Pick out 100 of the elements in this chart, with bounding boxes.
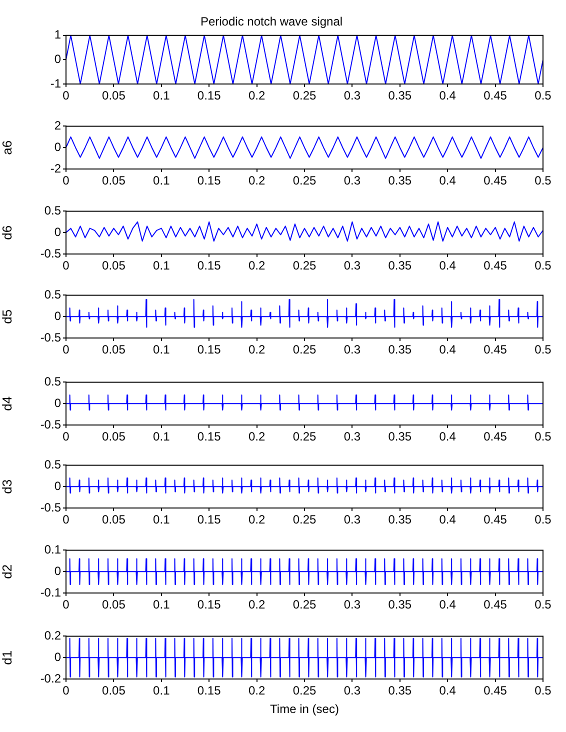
x-tick-label: 0.45: [484, 512, 508, 527]
x-tick-label: 0.05: [102, 174, 126, 188]
x-tick-label: 0.15: [197, 598, 222, 612]
x-tick-label: 0.15: [197, 88, 222, 103]
y-tick-label: -0.5: [40, 330, 62, 344]
y-tick-label: 2: [54, 118, 62, 133]
x-tick-label: 0.15: [197, 258, 222, 273]
x-tick-label: 0.3: [344, 174, 361, 188]
y-tick-label: 0: [54, 308, 62, 323]
x-tick-label: 0.5: [534, 512, 552, 527]
x-tick-label: 0.2: [248, 430, 266, 444]
x-tick-label: 0.05: [102, 258, 126, 273]
x-tick-label: 0.3: [344, 512, 361, 527]
x-tick-label: 0.45: [484, 88, 508, 103]
x-tick-label: 0.35: [388, 512, 412, 527]
x-tick-label: 0.35: [388, 174, 412, 188]
x-tick-label: 0.1: [153, 88, 170, 103]
x-tick-label: 0.5: [534, 598, 552, 612]
x-tick-label: 0.1: [153, 684, 170, 698]
x-tick-label: 0.5: [534, 430, 552, 444]
x-tick-label: 0.15: [197, 684, 222, 698]
y-axis-title: d4: [0, 396, 14, 411]
x-tick-label: 0.4: [439, 598, 456, 612]
x-tick-label: 0.35: [388, 88, 412, 103]
chart-title: Periodic notch wave signal: [200, 14, 343, 29]
x-tick-label: 0.4: [439, 512, 456, 527]
y-tick-label: 0: [54, 478, 62, 493]
x-tick-label: 0.3: [344, 598, 361, 612]
x-tick-label: 0.45: [484, 174, 508, 188]
x-tick-label: 0.1: [153, 512, 170, 527]
y-tick-label: 0.2: [44, 628, 62, 643]
x-tick-label: 0.1: [153, 598, 170, 612]
y-tick-label: 0.5: [44, 458, 62, 472]
x-tick-label: 0.05: [102, 430, 126, 444]
x-tick-label: 0.45: [484, 430, 508, 444]
x-tick-label: 0.35: [388, 258, 412, 273]
x-tick-label: 0.5: [534, 684, 552, 698]
x-tick-label: 0.4: [439, 430, 456, 444]
x-tick-label: 0.2: [248, 512, 266, 527]
y-tick-label: -1: [50, 76, 62, 90]
x-tick-label: 0.2: [248, 174, 266, 188]
x-tick-label: 0.5: [534, 342, 552, 357]
x-tick-label: 0.05: [102, 598, 126, 612]
x-tick-label: 0.35: [388, 430, 412, 444]
y-tick-label: 0.5: [44, 288, 62, 302]
y-tick-label: 0.5: [44, 204, 62, 218]
y-tick-label: -0.5: [40, 500, 62, 514]
x-tick-label: 0.3: [344, 342, 361, 357]
x-tick-label: 0.15: [197, 512, 222, 527]
x-tick-label: 0.15: [197, 430, 222, 444]
x-tick-label: 0.3: [344, 258, 361, 273]
y-tick-label: 1: [54, 28, 62, 42]
x-tick-label: 0.25: [292, 342, 316, 357]
x-tick-label: 0.4: [439, 684, 456, 698]
y-axis-title: d6: [0, 225, 14, 240]
y-axis-title: d3: [0, 479, 14, 494]
y-tick-label: 0: [54, 140, 62, 154]
x-tick-label: 0.5: [534, 88, 552, 103]
x-tick-label: 0.5: [534, 258, 552, 273]
x-tick-label: 0.4: [439, 342, 456, 357]
x-tick-label: 0.05: [102, 88, 126, 103]
x-tick-label: 0.5: [534, 174, 552, 188]
y-tick-label: 0: [54, 650, 62, 664]
x-tick-label: 0.15: [197, 342, 222, 357]
x-tick-label: 0.35: [388, 684, 412, 698]
x-tick-label: 0.05: [102, 684, 126, 698]
x-tick-label: 0.25: [292, 88, 316, 103]
y-tick-label: 0: [54, 396, 62, 410]
x-tick-label: 0.4: [439, 258, 456, 273]
y-tick-label: -0.5: [40, 246, 62, 260]
x-tick-label: 0.2: [248, 342, 266, 357]
y-tick-label: -0.5: [40, 417, 62, 432]
x-tick-label: 0.25: [292, 174, 316, 188]
y-tick-label: -2: [50, 161, 62, 176]
x-tick-label: 0.2: [248, 684, 266, 698]
x-tick-label: 0.3: [344, 430, 361, 444]
y-axis-title: d5: [0, 309, 14, 324]
x-tick-label: 0.05: [102, 342, 126, 357]
x-tick-label: 0.45: [484, 342, 508, 357]
x-tick-label: 0.2: [248, 258, 266, 273]
x-tick-label: 0.2: [248, 88, 266, 103]
x-tick-label: 0.45: [484, 598, 508, 612]
y-tick-label: 0.1: [44, 542, 62, 557]
x-tick-label: 0.25: [292, 598, 316, 612]
x-tick-label: 0.25: [292, 684, 316, 698]
y-axis-title: a6: [0, 140, 14, 155]
x-tick-label: 0.25: [292, 430, 316, 444]
y-axis-title: d2: [0, 564, 14, 579]
x-tick-label: 0.1: [153, 258, 170, 273]
y-tick-label: 0.5: [44, 374, 62, 389]
x-tick-label: 0.1: [153, 174, 170, 188]
x-tick-label: 0.45: [484, 258, 508, 273]
x-tick-label: 0.25: [292, 258, 316, 273]
y-tick-label: 0: [54, 52, 62, 66]
x-tick-label: 0.05: [102, 512, 126, 527]
x-tick-label: 0.4: [439, 88, 456, 103]
x-tick-label: 0.1: [153, 430, 170, 444]
x-tick-label: 0.35: [388, 342, 412, 357]
x-tick-label: 0.3: [344, 684, 361, 698]
y-axis-title: d1: [0, 650, 14, 665]
